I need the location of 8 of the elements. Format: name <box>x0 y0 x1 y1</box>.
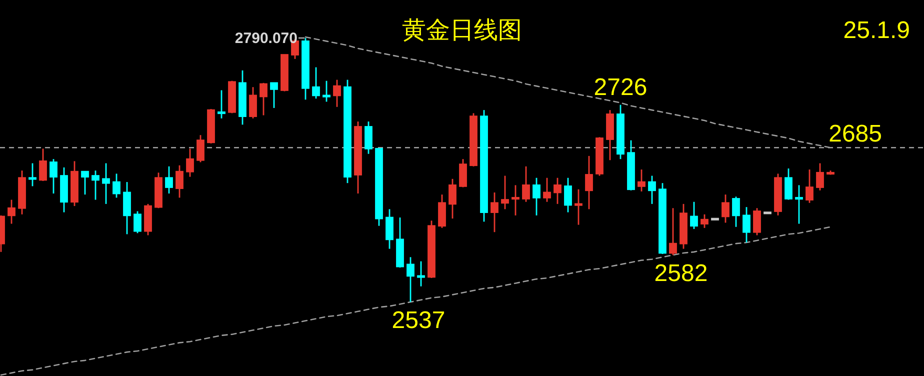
annotation: 2726 <box>594 74 648 101</box>
ref-line: 2685 <box>0 120 924 148</box>
annotation: 2537 <box>392 307 446 334</box>
annotation: 25.1.9 <box>843 17 910 44</box>
ref-line-label: 2685 <box>828 120 882 148</box>
title: 黄金日线图 <box>402 17 522 44</box>
annotation: 2790.070 <box>234 30 305 47</box>
annotation: 2582 <box>654 260 708 288</box>
